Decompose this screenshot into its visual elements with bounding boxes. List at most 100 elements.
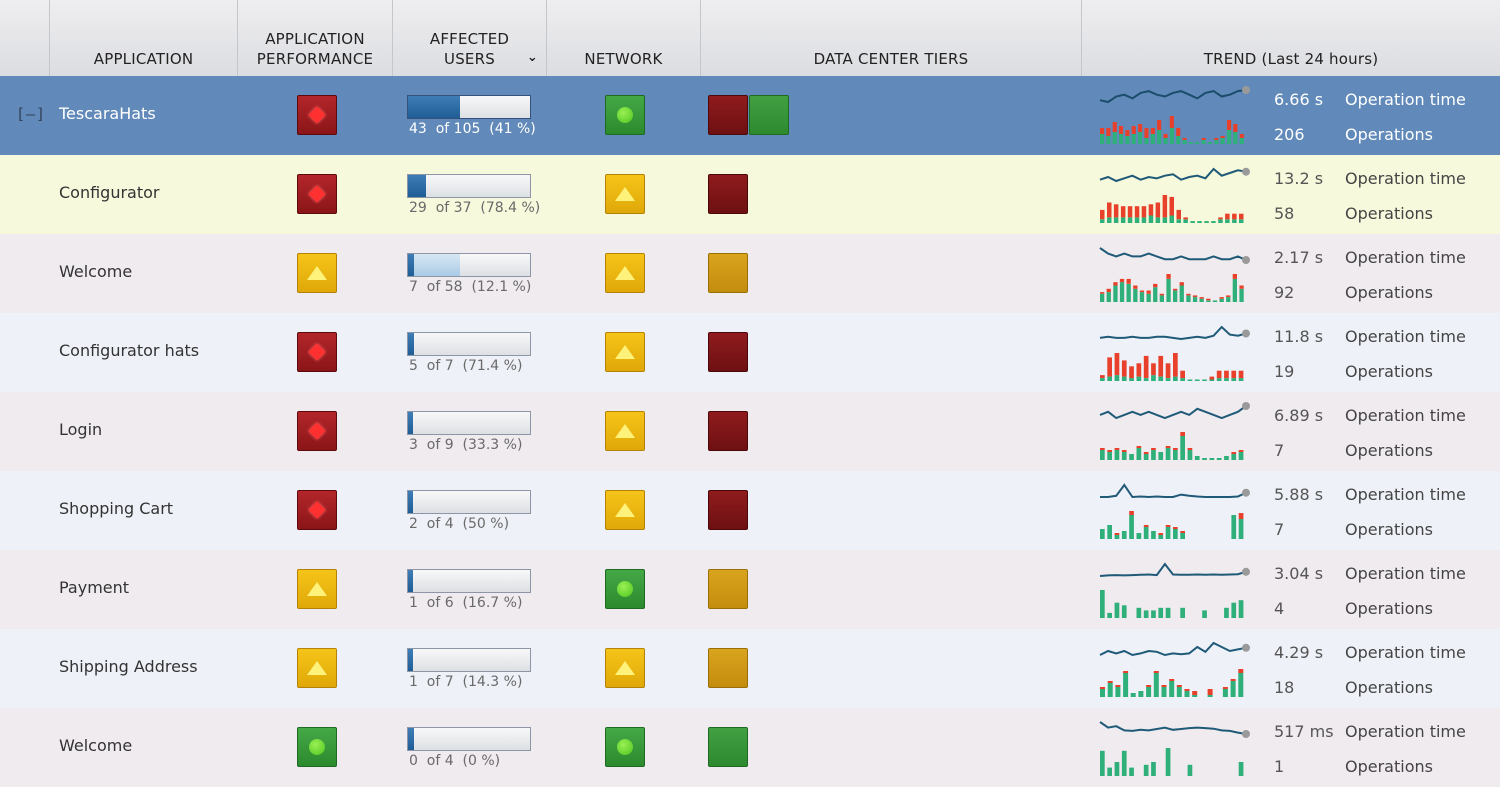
operations-bar-slow [1114, 533, 1120, 535]
application-name[interactable]: Shopping Cart [59, 499, 174, 518]
operations-bar-normal [1121, 452, 1127, 460]
operations-bar-normal [1187, 379, 1193, 381]
table-row[interactable]: Configurator 29 of 37 (78.4 %) 13.2 s Opera… [0, 155, 1500, 234]
data-center-tier-red-icon[interactable] [708, 332, 748, 372]
data-center-tier-green-icon[interactable] [708, 727, 748, 767]
operations-bar-normal [1197, 221, 1202, 223]
data-center-tier-red-icon[interactable] [708, 490, 748, 530]
trend-sparkline [1099, 247, 1250, 302]
operations-bar-slow [1207, 689, 1213, 695]
operations-bar-normal [1180, 533, 1185, 539]
operations-bar-normal [1127, 217, 1133, 223]
app-performance-yellow-icon[interactable] [297, 253, 337, 293]
table-row[interactable]: [–] TescaraHats 43 of 105 (41 %) 6.66 s Oper… [0, 76, 1500, 155]
operations-bar-slow [1107, 357, 1112, 377]
operations-bar-normal [1238, 600, 1244, 618]
app-performance-yellow-icon[interactable] [297, 569, 337, 609]
network-yellow-icon[interactable] [605, 411, 645, 451]
operations-bar-normal [1224, 456, 1229, 460]
operation-time-label: Operation time [1345, 90, 1466, 109]
trend-sparkline [1099, 402, 1250, 460]
operations-label: Operations [1345, 678, 1433, 697]
application-name[interactable]: Login [59, 420, 103, 439]
operations-value: 7 [1274, 441, 1285, 460]
operations-bar-slow [1100, 448, 1105, 450]
operations-bar-normal [1112, 132, 1117, 144]
operations-bar-slow [1138, 124, 1143, 132]
application-name[interactable]: Payment [59, 578, 130, 597]
header-data-center-tiers[interactable]: DATA CENTER TIERS [701, 0, 1082, 76]
table-row[interactable]: Payment 1 of 6 (16.7 %) 3.04 s Operation ti… [0, 550, 1500, 629]
application-name[interactable]: Welcome [59, 262, 133, 281]
operations-bar-slow [1187, 448, 1193, 450]
operation-time-label: Operation time [1345, 169, 1466, 188]
operations-bar-slow [1226, 295, 1231, 297]
operations-bar-normal [1148, 215, 1154, 223]
data-center-tier-red-icon[interactable] [708, 174, 748, 214]
network-yellow-icon[interactable] [605, 174, 645, 214]
operations-bar-normal [1169, 681, 1175, 697]
operations-bar-normal [1211, 221, 1216, 223]
data-center-tier-red-icon[interactable] [708, 411, 748, 451]
sort-chevron-down-icon[interactable]: ⌄ [526, 50, 538, 65]
application-name[interactable]: Welcome [59, 736, 133, 755]
operations-bar-slow [1155, 202, 1161, 218]
operations-bar-normal [1194, 379, 1200, 381]
app-performance-red-icon[interactable] [297, 332, 337, 372]
trend-end-dot [1242, 643, 1250, 652]
operations-bar-normal [1136, 607, 1142, 618]
app-performance-green-icon[interactable] [297, 727, 337, 767]
application-name[interactable]: Configurator [59, 183, 160, 202]
data-center-tier-green-icon[interactable] [749, 95, 789, 135]
operations-bar-normal [1188, 142, 1193, 144]
header-network[interactable]: NETWORK [547, 0, 701, 76]
operations-bar-normal [1194, 456, 1200, 460]
network-green-icon[interactable] [605, 95, 645, 135]
data-center-tier-gold-icon[interactable] [708, 253, 748, 293]
app-performance-yellow-icon[interactable] [297, 648, 337, 688]
table-row[interactable]: Welcome 0 of 4 (0 %) 517 ms Operation time 1… [0, 708, 1500, 787]
table-row[interactable]: Shopping Cart 2 of 4 (50 %) 5.88 s Operatio… [0, 471, 1500, 550]
app-performance-red-icon[interactable] [297, 411, 337, 451]
header-application[interactable]: APPLICATION [50, 0, 238, 76]
header-trend[interactable]: TREND (Last 24 hours) [1082, 0, 1500, 76]
app-performance-red-icon[interactable] [297, 95, 337, 135]
operations-bar-normal [1231, 378, 1237, 381]
operations-bar-slow [1119, 126, 1124, 134]
operations-bar-normal [1220, 138, 1225, 144]
operations-bar-normal [1207, 142, 1212, 144]
collapse-toggle[interactable]: [–] [16, 105, 47, 123]
operations-bar-slow [1115, 685, 1121, 687]
table-row[interactable]: Shipping Address 1 of 7 (14.3 %) 4.29 s Ope… [0, 629, 1500, 708]
data-center-tier-red-icon[interactable] [708, 95, 748, 135]
network-yellow-icon[interactable] [605, 648, 645, 688]
affected-users-bar [407, 727, 531, 751]
affected-users-bar [407, 95, 531, 119]
operations-bar-normal [1224, 378, 1229, 381]
network-green-icon[interactable] [605, 727, 645, 767]
network-green-icon[interactable] [605, 569, 645, 609]
operations-bar-slow [1214, 138, 1219, 140]
operations-bar-slow [1143, 525, 1149, 527]
operations-bar-normal [1230, 681, 1236, 697]
table-row[interactable]: Welcome 7 of 58 (12.1 %) 2.17 s Operation t… [0, 234, 1500, 313]
header-app-performance[interactable]: APPLICATION PERFORMANCE [238, 0, 393, 76]
data-center-tier-gold-icon[interactable] [708, 569, 748, 609]
network-yellow-icon[interactable] [605, 332, 645, 372]
app-performance-red-icon[interactable] [297, 174, 337, 214]
operations-bar-slow [1162, 195, 1168, 218]
network-yellow-icon[interactable] [605, 253, 645, 293]
network-yellow-icon[interactable] [605, 490, 645, 530]
table-row[interactable]: Login 3 of 9 (33.3 %) 6.89 s Operation time… [0, 392, 1500, 471]
data-center-tier-gold-icon[interactable] [708, 648, 748, 688]
header-affected-users[interactable]: AFFECTED USERS ⌄ [393, 0, 547, 76]
application-name[interactable]: Shipping Address [59, 657, 198, 676]
application-name[interactable]: Configurator hats [59, 341, 200, 360]
table-row[interactable]: Configurator hats 5 of 7 (71.4 %) 11.8 s Op… [0, 313, 1500, 392]
operations-bar-normal [1219, 298, 1224, 302]
affected-users-text: 7 of 58 (12.1 %) [409, 279, 532, 295]
application-name[interactable]: TescaraHats [59, 104, 156, 123]
operations-bar-normal [1107, 217, 1112, 223]
app-performance-red-icon[interactable] [297, 490, 337, 530]
operations-bar-slow [1192, 691, 1198, 695]
